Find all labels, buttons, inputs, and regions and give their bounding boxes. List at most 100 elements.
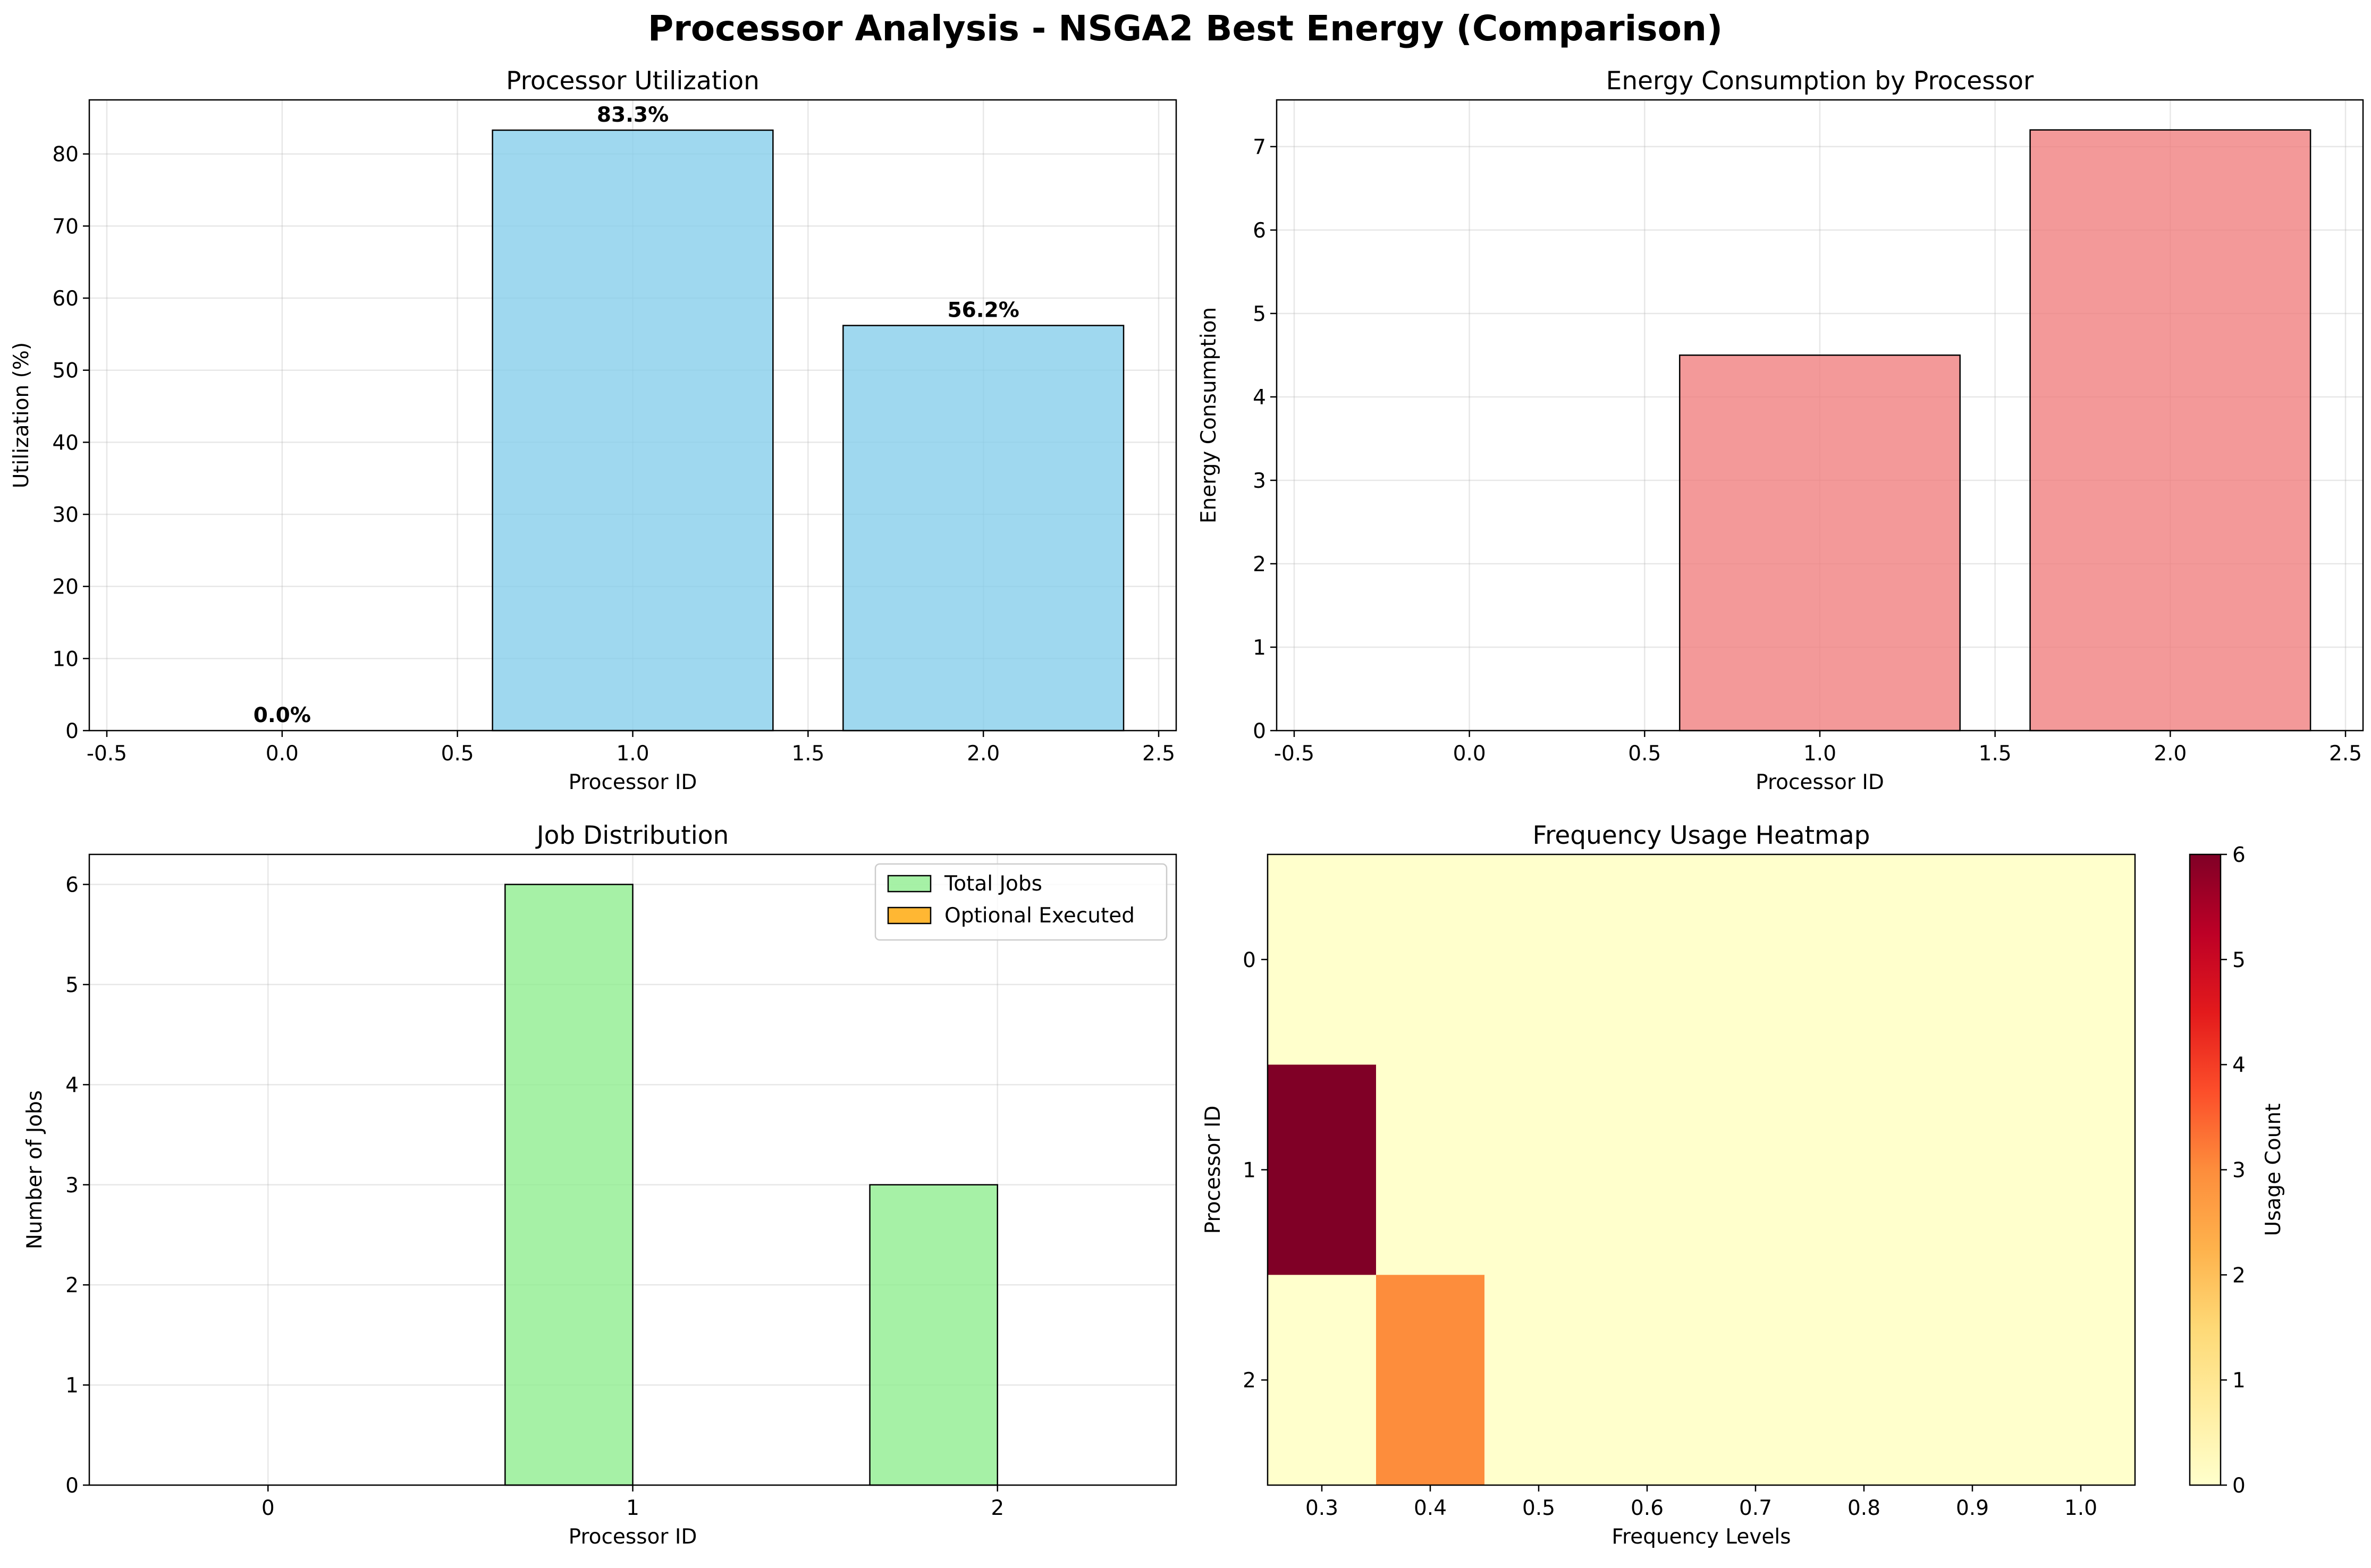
bar: [2029, 129, 2311, 732]
panel-processor-utilization: 0.0% 83.3% 56.2% -0.5 0.0 0.5 1.0 1.5 2.0 2.5 0 10 2…: [10, 66, 1177, 794]
x-tick-label: 0.4: [1414, 1496, 1447, 1520]
panel-job-distribution: 0 1 2 0 1 2 3 4 5 6 Total Jobs Optional Executed Job…: [23, 821, 1177, 1549]
panel-title: Job Distribution: [535, 821, 729, 850]
heatmap-cell: [1484, 1275, 1593, 1486]
x-tick-label: 1.0: [1803, 742, 1836, 766]
y-tick-label: 1: [1243, 1159, 1256, 1183]
legend-swatch: [887, 906, 932, 925]
x-tick-label: -0.5: [87, 742, 127, 766]
heatmap-cell: [1701, 1275, 1810, 1486]
bar: [1679, 354, 1961, 732]
y-tick-label: 3: [65, 1174, 79, 1198]
y-axis-label: Number of Jobs: [23, 1090, 47, 1250]
x-tick-label: 2: [991, 1496, 1004, 1520]
panel-title: Frequency Usage Heatmap: [1532, 821, 1870, 850]
y-tick-label: 80: [52, 143, 79, 167]
y-tick-label: 2: [1243, 1369, 1256, 1393]
data-label: 56.2%: [948, 299, 1019, 323]
panel-energy-consumption: -0.5 0.0 0.5 1.0 1.5 2.0 2.5 0 1 2 3 4 5 6 7 Energy Con…: [1197, 66, 2364, 794]
heatmap-cell: [1484, 1064, 1593, 1275]
x-tick-label: 0.0: [1453, 742, 1486, 766]
heatmap-cell: [1268, 854, 1377, 1065]
y-tick-label: 50: [52, 359, 79, 383]
colorbar: 0 1 2 3 4 5 6 Usage Count: [2189, 843, 2285, 1498]
heatmap-cell: [1810, 1275, 1919, 1486]
y-tick-label: 0: [1243, 948, 1256, 972]
colorbar-bar: [2189, 853, 2222, 1486]
y-tick-label: 3: [1253, 469, 1266, 493]
legend-label: Total Jobs: [944, 872, 1042, 896]
x-tick-label: 0.9: [1956, 1496, 1989, 1520]
y-tick-label: 0: [65, 719, 79, 743]
x-axis-label: Processor ID: [569, 1525, 697, 1549]
y-tick-label: 70: [52, 215, 79, 239]
y-tick-label: 2: [65, 1274, 79, 1298]
heatmap-cell: [2027, 1275, 2136, 1486]
x-axis-label: Processor ID: [1756, 770, 1884, 794]
x-tick-label: 2.5: [2329, 742, 2362, 766]
data-label: 83.3%: [597, 103, 669, 127]
legend: Total Jobs Optional Executed: [874, 863, 1168, 941]
y-tick-label: 40: [52, 431, 79, 455]
y-tick-label: 7: [1253, 135, 1266, 159]
panel-title: Processor Utilization: [506, 66, 760, 96]
legend-label: Optional Executed: [944, 904, 1135, 928]
data-label: 0.0%: [254, 704, 311, 727]
heatmap-cell: [1701, 854, 1810, 1065]
heatmap-cell: [1810, 1064, 1919, 1275]
heatmap-cell: [1918, 1275, 2027, 1486]
x-tick-label: 1.0: [2064, 1496, 2097, 1520]
heatmap-cell: [1376, 854, 1485, 1065]
y-tick-label: 30: [52, 503, 79, 527]
x-tick-label: 0.5: [441, 742, 474, 766]
x-tick-label: 1.5: [791, 742, 824, 766]
colorbar-tick-label: 5: [2232, 948, 2246, 972]
y-tick-label: 2: [1253, 553, 1266, 577]
x-tick-label: 0.8: [1847, 1496, 1880, 1520]
y-tick-label: 6: [65, 874, 79, 897]
x-tick-label: 0.5: [1628, 742, 1661, 766]
x-tick-label: 1.5: [1979, 742, 2012, 766]
colorbar-tick-label: 0: [2232, 1474, 2246, 1498]
y-tick-label: 5: [65, 973, 79, 997]
y-tick-label: 4: [1253, 386, 1266, 410]
x-axis-label: Frequency Levels: [1611, 1525, 1791, 1549]
heatmap-cell: [1701, 1064, 1810, 1275]
x-tick-label: -0.5: [1274, 742, 1314, 766]
y-tick-label: 20: [52, 575, 79, 599]
x-tick-label: 1: [626, 1496, 639, 1520]
panel-title: Energy Consumption by Processor: [1606, 66, 2034, 96]
legend-frame: [874, 863, 1168, 941]
colorbar-tick-label: 3: [2232, 1159, 2246, 1183]
x-tick-label: 2.0: [2154, 742, 2187, 766]
heatmap-cell: [1484, 854, 1593, 1065]
bar: [869, 1184, 998, 1486]
x-tick-label: 2.5: [1142, 742, 1175, 766]
heatmap-cell: [2027, 854, 2136, 1065]
x-tick-label: 1.0: [616, 742, 649, 766]
heatmap-cell: [1268, 1275, 1377, 1486]
heatmap-cell: [1918, 1064, 2027, 1275]
colorbar-tick-label: 1: [2232, 1369, 2246, 1393]
y-axis-label: Utilization (%): [10, 342, 33, 488]
colorbar-label: Usage Count: [2262, 1104, 2285, 1236]
heatmap-cell: [1268, 1064, 1377, 1275]
heatmap-cell: [2027, 1064, 2136, 1275]
heatmap-cell: [1593, 1275, 1702, 1486]
heatmap-cell: [1376, 1064, 1485, 1275]
heatmap-cell: [1593, 1064, 1702, 1275]
y-tick-label: 1: [65, 1374, 79, 1398]
x-tick-label: 2.0: [967, 742, 1000, 766]
x-tick-label: 0: [261, 1496, 275, 1520]
y-tick-label: 1: [1253, 636, 1266, 660]
y-tick-label: 0: [1253, 719, 1266, 743]
x-tick-label: 0.3: [1305, 1496, 1338, 1520]
y-tick-label: 10: [52, 647, 79, 671]
legend-swatch: [887, 875, 932, 893]
x-tick-label: 0.6: [1631, 1496, 1664, 1520]
figure-title: Processor Analysis - NSGA2 Best Energy (…: [648, 8, 1723, 49]
y-axis-label: Energy Consumption: [1197, 307, 1221, 523]
heatmap-cell: [1918, 854, 2027, 1065]
x-axis-label: Processor ID: [569, 770, 697, 794]
